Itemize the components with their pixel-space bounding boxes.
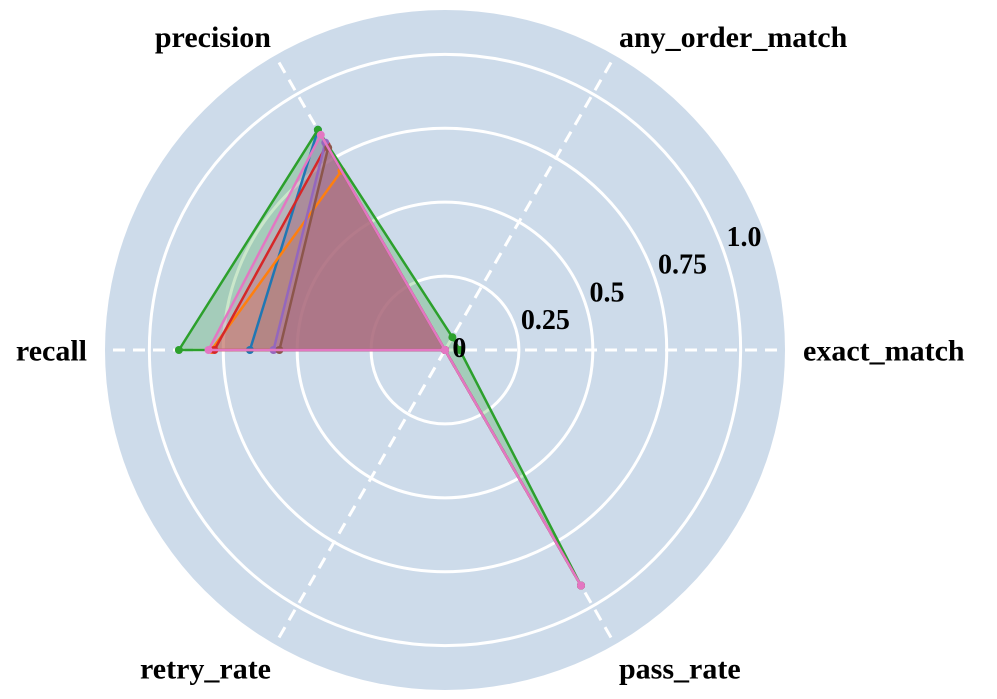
series-area	[208, 134, 581, 586]
series-area	[249, 129, 581, 586]
series-point	[174, 346, 183, 354]
series-point	[204, 346, 213, 354]
series-point	[577, 581, 585, 590]
axis-spoke	[273, 349, 447, 646]
axis-label: pass_rate	[619, 652, 741, 685]
axis-label: retry_rate	[140, 652, 271, 685]
radial-tick-label: 0.25	[521, 305, 570, 336]
radial-tick-label: 0.75	[658, 250, 707, 281]
series-point	[441, 346, 449, 354]
radial-tick-label: 1.0	[727, 222, 762, 253]
axis-label: precision	[155, 21, 271, 54]
axis-label: recall	[16, 335, 87, 368]
series-area	[178, 129, 581, 586]
radial-tick-label: 0	[452, 333, 466, 364]
series-area	[211, 170, 581, 586]
series-line	[207, 133, 583, 587]
series-area	[279, 147, 581, 586]
series-area	[273, 142, 581, 586]
axis-spoke	[443, 54, 617, 351]
series-layer	[174, 125, 585, 590]
axis-label: any_order_match	[619, 21, 848, 54]
series-point	[316, 130, 325, 139]
series-area	[214, 145, 581, 586]
series-point	[448, 333, 457, 342]
radial-tick-label: 0.5	[590, 277, 625, 308]
series-point	[455, 346, 464, 354]
labels-layer: exact_match any_order_match precision recal…	[16, 21, 965, 685]
axis-label: exact_match	[803, 335, 965, 368]
grid-circle	[147, 52, 743, 648]
